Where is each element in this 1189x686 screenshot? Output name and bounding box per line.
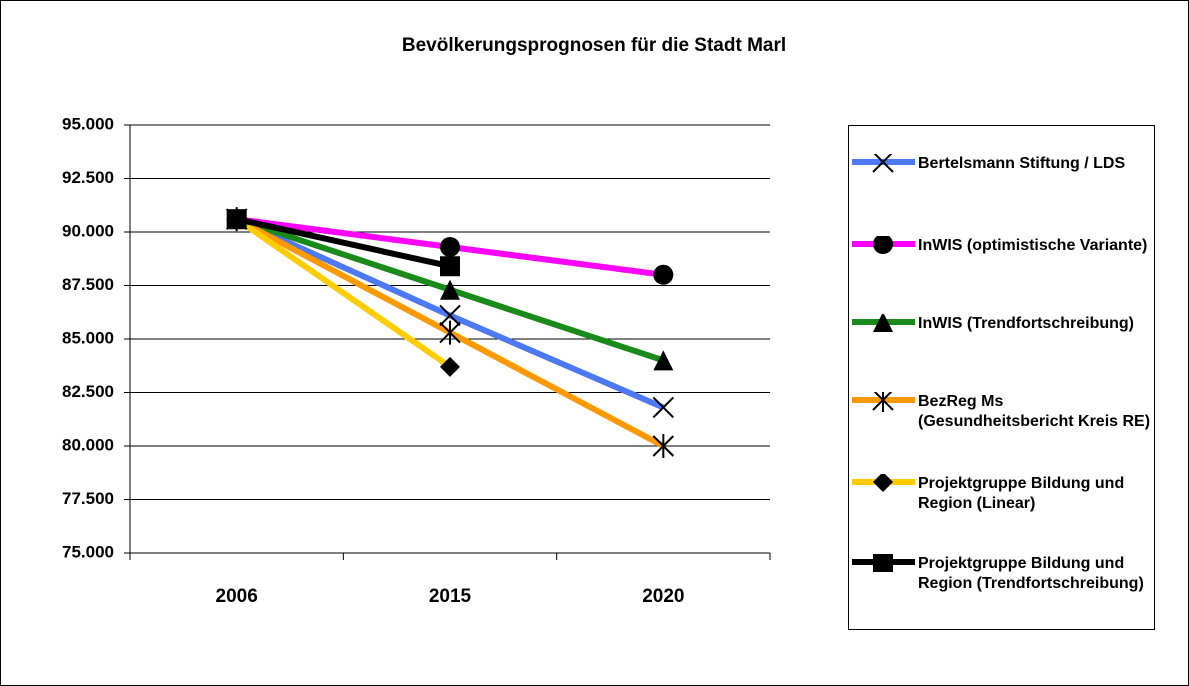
marker xyxy=(440,279,460,300)
y-tick-label: 85.000 xyxy=(62,328,114,347)
marker xyxy=(873,314,893,332)
legend-entry: Bertelsmann Stiftung / LDS xyxy=(849,154,1154,234)
legend-entry: Projektgruppe Bildung und Region (Trendf… xyxy=(849,554,1154,634)
series-line xyxy=(234,216,452,370)
marker xyxy=(652,396,675,419)
legend-swatch xyxy=(852,392,915,412)
marker xyxy=(872,154,894,173)
marker xyxy=(440,236,460,257)
marker xyxy=(653,350,674,371)
legend-entry: InWIS (Trendfortschreibung) xyxy=(849,314,1154,394)
y-tick-label: 80.000 xyxy=(62,435,114,454)
y-tick-label: 92.500 xyxy=(62,168,114,187)
marker xyxy=(440,256,460,277)
marker xyxy=(872,392,894,412)
legend-swatch xyxy=(852,236,915,254)
y-tick-label: 77.500 xyxy=(62,489,114,508)
legend-label: InWIS (Trendfortschreibung) xyxy=(918,315,1134,332)
legend-label: Bertelsmann Stiftung / LDS xyxy=(918,155,1126,172)
marker xyxy=(439,304,461,327)
marker xyxy=(873,554,893,572)
legend-swatch xyxy=(852,314,915,332)
y-tick-label: 87.500 xyxy=(62,275,114,294)
marker xyxy=(226,209,247,230)
marker xyxy=(873,474,893,492)
x-tick-label: 2020 xyxy=(642,586,684,607)
legend-entry: InWIS (optimistische Variante) xyxy=(849,236,1154,316)
legend-entry: Projektgruppe Bildung und Region (Linear… xyxy=(849,474,1154,554)
legend-swatch xyxy=(852,154,915,173)
marker xyxy=(873,236,893,254)
y-tick-label: 95.000 xyxy=(62,114,114,133)
x-tick-label: 2015 xyxy=(429,586,472,607)
legend-label: Projektgruppe Bildung und Region (Linear… xyxy=(918,475,1125,512)
legend-label: InWIS (optimistische Variante) xyxy=(918,237,1148,254)
legend-label: Projektgruppe Bildung und Region (Trendf… xyxy=(918,555,1144,592)
legend-swatch xyxy=(852,474,915,492)
marker xyxy=(652,434,675,458)
y-tick-label: 82.500 xyxy=(62,382,114,401)
y-tick-label: 90.000 xyxy=(62,221,114,240)
chart-title: Bevölkerungsprognosen für die Stadt Marl xyxy=(402,35,786,56)
marker xyxy=(440,356,460,377)
legend-entry: BezReg Ms (Gesundheitsbericht Kreis RE) xyxy=(849,392,1154,472)
y-tick-label: 75.000 xyxy=(62,542,114,561)
legend-label: BezReg Ms (Gesundheitsbericht Kreis RE) xyxy=(918,393,1151,430)
legend: Bertelsmann Stiftung / LDS InWIS (optimis… xyxy=(848,125,1155,630)
series-line xyxy=(236,216,451,270)
x-tick-label: 2006 xyxy=(216,586,258,607)
marker xyxy=(439,320,461,345)
marker xyxy=(653,264,674,285)
legend-swatch xyxy=(852,554,915,572)
